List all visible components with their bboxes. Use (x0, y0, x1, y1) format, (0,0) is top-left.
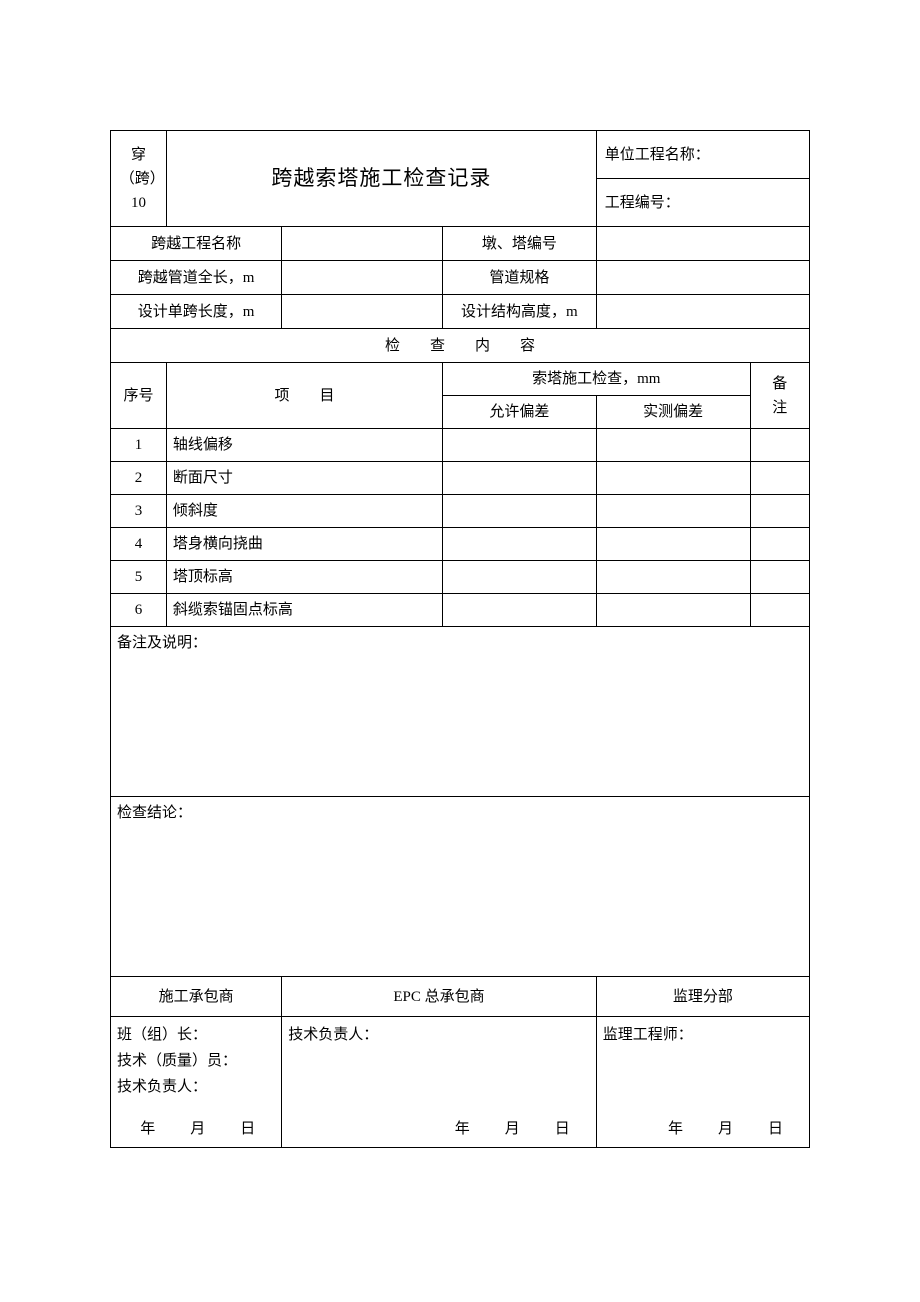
conclusion-label: 检查结论： (117, 805, 192, 821)
design-struct-height-value (596, 295, 809, 329)
form-page: 穿（跨）10 跨越索塔施工检查记录 单位工程名称： 工程编号： 跨越工程名称 墩… (0, 0, 920, 1302)
allow-dev-cell (443, 462, 597, 495)
team-leader-label: 班（组）长： (117, 1023, 275, 1047)
table-row: 3 倾斜度 (111, 495, 810, 528)
item-cell: 轴线偏移 (166, 429, 442, 462)
tech-lead-label: 技术负责人： (288, 1023, 590, 1047)
remark-cell (750, 429, 809, 462)
actual-dev-cell (596, 528, 750, 561)
actual-dev-cell (596, 462, 750, 495)
actual-dev-cell (596, 495, 750, 528)
allow-dev-cell (443, 495, 597, 528)
remarks-section: 备注及说明： (111, 627, 810, 797)
sign-contractor-body: 班（组）长： 技术（质量）员： 技术负责人： 年 月 日 (111, 1017, 282, 1148)
cross-project-name-value (282, 227, 443, 261)
allow-dev-cell (443, 594, 597, 627)
form-code-cell: 穿（跨）10 (111, 131, 167, 227)
table-row: 6 斜缆索锚固点标高 (111, 594, 810, 627)
col-allow-dev: 允许偏差 (443, 396, 597, 429)
actual-dev-cell (596, 594, 750, 627)
remark-cell (750, 462, 809, 495)
form-title-cell: 跨越索塔施工检查记录 (166, 131, 596, 227)
tech-lead-label: 技术负责人： (117, 1075, 275, 1099)
unit-project-name-label: 单位工程名称： (605, 147, 710, 163)
allow-dev-cell (443, 528, 597, 561)
conclusion-section: 检查结论： (111, 797, 810, 977)
seq-cell: 4 (111, 528, 167, 561)
pipe-spec-label: 管道规格 (443, 261, 597, 295)
sign-contractor-header: 施工承包商 (111, 977, 282, 1017)
cross-pipe-length-value (282, 261, 443, 295)
supervisor-eng-label: 监理工程师： (603, 1023, 803, 1047)
remark-cell (750, 594, 809, 627)
tech-quality-label: 技术（质量）员： (117, 1049, 275, 1073)
pier-tower-no-value (596, 227, 809, 261)
sign-epc-header: EPC 总承包商 (282, 977, 597, 1017)
design-single-span-label: 设计单跨长度，m (111, 295, 282, 329)
cross-project-name-label: 跨越工程名称 (111, 227, 282, 261)
col-remark: 备 注 (750, 363, 809, 429)
seq-cell: 3 (111, 495, 167, 528)
col-actual-dev: 实测偏差 (596, 396, 750, 429)
remarks-label: 备注及说明： (117, 635, 207, 651)
actual-dev-cell (596, 429, 750, 462)
remark-cell (750, 495, 809, 528)
item-cell: 塔顶标高 (166, 561, 442, 594)
remark-cell (750, 528, 809, 561)
sign-epc-body: 技术负责人： 年 月 日 (282, 1017, 597, 1148)
actual-dev-cell (596, 561, 750, 594)
design-single-span-value (282, 295, 443, 329)
seq-cell: 2 (111, 462, 167, 495)
col-tower-check: 索塔施工检查，mm (443, 363, 751, 396)
seq-cell: 6 (111, 594, 167, 627)
form-code: 穿（跨）10 (120, 147, 158, 211)
remark-cell (750, 561, 809, 594)
seq-cell: 5 (111, 561, 167, 594)
cross-pipe-length-label: 跨越管道全长，m (111, 261, 282, 295)
unit-project-name-cell: 单位工程名称： (596, 131, 809, 179)
col-seq: 序号 (111, 363, 167, 429)
date-line: 年 月 日 (288, 1117, 590, 1141)
form-title: 跨越索塔施工检查记录 (271, 166, 491, 190)
check-content-header: 检 查 内 容 (111, 329, 810, 363)
item-cell: 塔身横向挠曲 (166, 528, 442, 561)
pier-tower-no-label: 墩、塔编号 (443, 227, 597, 261)
table-row: 2 断面尺寸 (111, 462, 810, 495)
allow-dev-cell (443, 561, 597, 594)
item-cell: 倾斜度 (166, 495, 442, 528)
allow-dev-cell (443, 429, 597, 462)
table-row: 1 轴线偏移 (111, 429, 810, 462)
table-row: 5 塔顶标高 (111, 561, 810, 594)
form-table: 穿（跨）10 跨越索塔施工检查记录 单位工程名称： 工程编号： 跨越工程名称 墩… (110, 130, 810, 1148)
project-no-cell: 工程编号： (596, 179, 809, 227)
date-line: 年 月 日 (603, 1117, 803, 1141)
design-struct-height-label: 设计结构高度，m (443, 295, 597, 329)
date-line: 年 月 日 (117, 1117, 275, 1141)
item-cell: 斜缆索锚固点标高 (166, 594, 442, 627)
table-row: 4 塔身横向挠曲 (111, 528, 810, 561)
project-no-label: 工程编号： (605, 195, 680, 211)
sign-supervision-header: 监理分部 (596, 977, 809, 1017)
pipe-spec-value (596, 261, 809, 295)
seq-cell: 1 (111, 429, 167, 462)
sign-supervision-body: 监理工程师： 年 月 日 (596, 1017, 809, 1148)
col-item: 项 目 (166, 363, 442, 429)
item-cell: 断面尺寸 (166, 462, 442, 495)
